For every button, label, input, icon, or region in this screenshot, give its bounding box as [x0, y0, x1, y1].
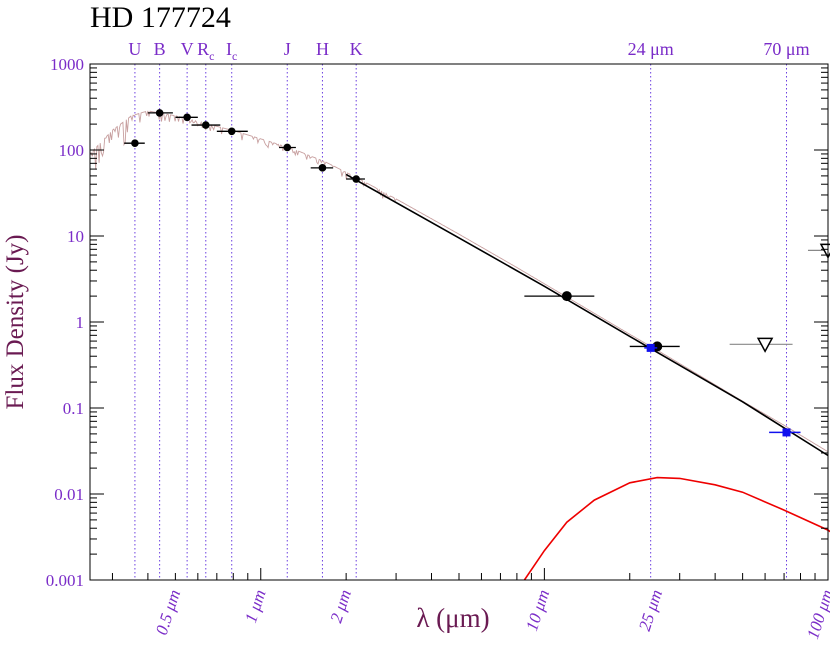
- plot-frame: [89, 63, 829, 581]
- x-tick-label-1: 1 μm: [241, 587, 269, 625]
- phot-point-7: [352, 175, 360, 183]
- fit-line: [345, 173, 829, 457]
- photosphere-model: [89, 110, 828, 452]
- model-spectrum: [89, 110, 828, 452]
- mips-point-0: [646, 343, 655, 352]
- phot-point-0: [131, 139, 139, 147]
- y-tick-label-3: 1: [76, 313, 85, 332]
- x-tick-label-4: 25 μm: [635, 587, 666, 633]
- x-tick-label-3: 10 μm: [522, 587, 553, 633]
- data-points: [124, 109, 830, 437]
- phot-point-4: [227, 127, 236, 136]
- band-label-4: Ic: [226, 39, 237, 63]
- mips-point-1: [782, 428, 791, 437]
- phot-point-6: [318, 164, 327, 172]
- phot-point-9: [652, 341, 663, 352]
- upper-limit-0: [756, 337, 774, 353]
- band-markers: U B V Rc Ic J H K 24 μm 70 μm: [128, 39, 810, 580]
- band-label-3: Rc: [197, 39, 214, 63]
- band-label-2: V: [181, 39, 194, 59]
- y-tick-label-5: 0.01: [54, 485, 84, 504]
- x-tick-label-0: 0.5 μm: [152, 587, 184, 637]
- x-tick-label-5: 100 μm: [803, 587, 830, 641]
- phot-point-2: [183, 113, 191, 122]
- y-tick-label-2: 10: [67, 227, 84, 246]
- y-tick-label-0: 1000: [50, 55, 84, 74]
- band-label-5: J: [284, 39, 291, 59]
- band-label-9: 70 μm: [763, 39, 809, 59]
- y-tick-label-1: 100: [59, 141, 85, 160]
- chart-title: HD 177724: [90, 1, 231, 34]
- photosphere-fit: [345, 173, 829, 457]
- x-tick-label-2: 2 μm: [326, 587, 354, 625]
- band-label-8: 24 μm: [628, 39, 674, 59]
- y-axis-label: Flux Density (Jy): [2, 235, 29, 410]
- y-tick-label-6: 0.001: [46, 571, 84, 590]
- band-label-1: B: [154, 39, 166, 59]
- phot-point-8: [561, 291, 572, 302]
- dust-curve: [523, 476, 830, 581]
- phot-point-3: [201, 121, 210, 129]
- y-tick-label-4: 0.1: [63, 399, 84, 418]
- dust-model: [523, 476, 830, 581]
- axes: 1000 100 10 1 0.1 0.01 0.001 0.5 μm 1 μm 2 μm 10 μ…: [46, 55, 830, 641]
- band-label-0: U: [128, 39, 141, 59]
- band-label-6: H: [316, 39, 329, 59]
- phot-point-5: [283, 143, 292, 152]
- band-label-7: K: [350, 39, 363, 59]
- phot-point-1: [155, 109, 164, 117]
- x-axis-label: λ (μm): [416, 603, 489, 633]
